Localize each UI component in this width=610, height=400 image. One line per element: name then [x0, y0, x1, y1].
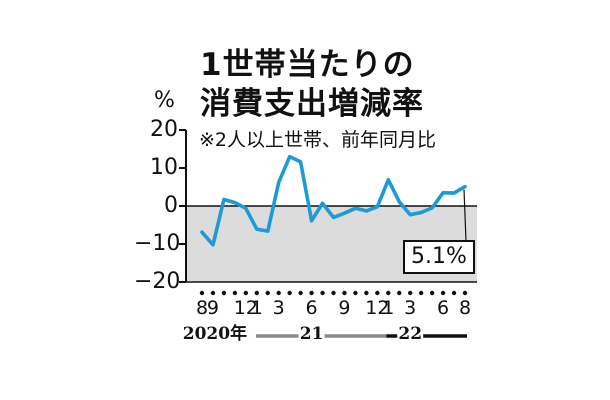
callout-leader [463, 189, 467, 242]
x-tick-label: 1 [250, 297, 263, 319]
x-tick-dot [386, 290, 391, 296]
chart-title-line-1: 1世帯当たりの [200, 47, 415, 83]
x-tick-dot [199, 290, 205, 296]
y-tick-label: 0 [164, 193, 178, 218]
x-tick-label: 3 [404, 297, 417, 319]
series-layer [200, 154, 467, 247]
x-tick-dot [418, 290, 424, 296]
x-tick-label: 8 [458, 297, 472, 319]
x-tick-dot [375, 290, 380, 296]
x-tick-label: 12 [233, 297, 258, 319]
period-label: 22 [398, 324, 423, 344]
x-tick-dot [276, 290, 281, 296]
y-axis-unit: % [154, 88, 175, 113]
x-tick-dot [440, 290, 446, 296]
x-tick-dot [221, 290, 227, 296]
x-tick-label: 6 [437, 297, 450, 319]
x-tick-label: 9 [206, 297, 219, 319]
y-tick-label: 20 [150, 117, 178, 142]
axes [179, 129, 477, 283]
x-tick-label: 3 [272, 297, 285, 319]
y-tick-label: −10 [134, 231, 181, 256]
x-tick-dot [287, 290, 292, 296]
y-tick-label: −20 [134, 269, 181, 294]
x-tick-label: 12 [365, 297, 390, 319]
latest-value-callout: 5.1% [403, 240, 475, 274]
x-tick-dot [397, 290, 402, 296]
chart-note: ※2人以上世帯、前年同月比 [199, 129, 437, 151]
x-tick-dot [309, 290, 314, 296]
x-tick-label: 8 [195, 297, 209, 319]
x-tick-dot [210, 290, 216, 296]
x-tick-dot [298, 290, 303, 296]
y-tick-label: 10 [150, 155, 178, 180]
x-tick-dot [364, 290, 369, 296]
x-tick-label: 9 [338, 297, 351, 319]
x-tick-dot [429, 290, 435, 296]
chart-title-line-2: 消費支出増減率 [200, 86, 424, 122]
period-label: 2020年 [182, 324, 248, 344]
x-tick-dots [199, 290, 468, 296]
x-tick-dot [232, 290, 238, 296]
x-tick-dot [243, 290, 249, 296]
x-tick-dot [265, 290, 270, 296]
x-tick-dot [342, 290, 347, 296]
period-label: 21 [299, 324, 324, 344]
x-tick-dot [331, 290, 336, 296]
x-tick-dot [408, 290, 413, 296]
x-tick-dot [320, 290, 325, 296]
x-tick-label: 6 [305, 297, 318, 319]
x-tick-label: 1 [382, 297, 395, 319]
x-tick-dot [462, 290, 468, 296]
x-tick-dot [353, 290, 358, 296]
x-tick-dot [254, 290, 259, 296]
x-tick-dot [451, 290, 457, 296]
